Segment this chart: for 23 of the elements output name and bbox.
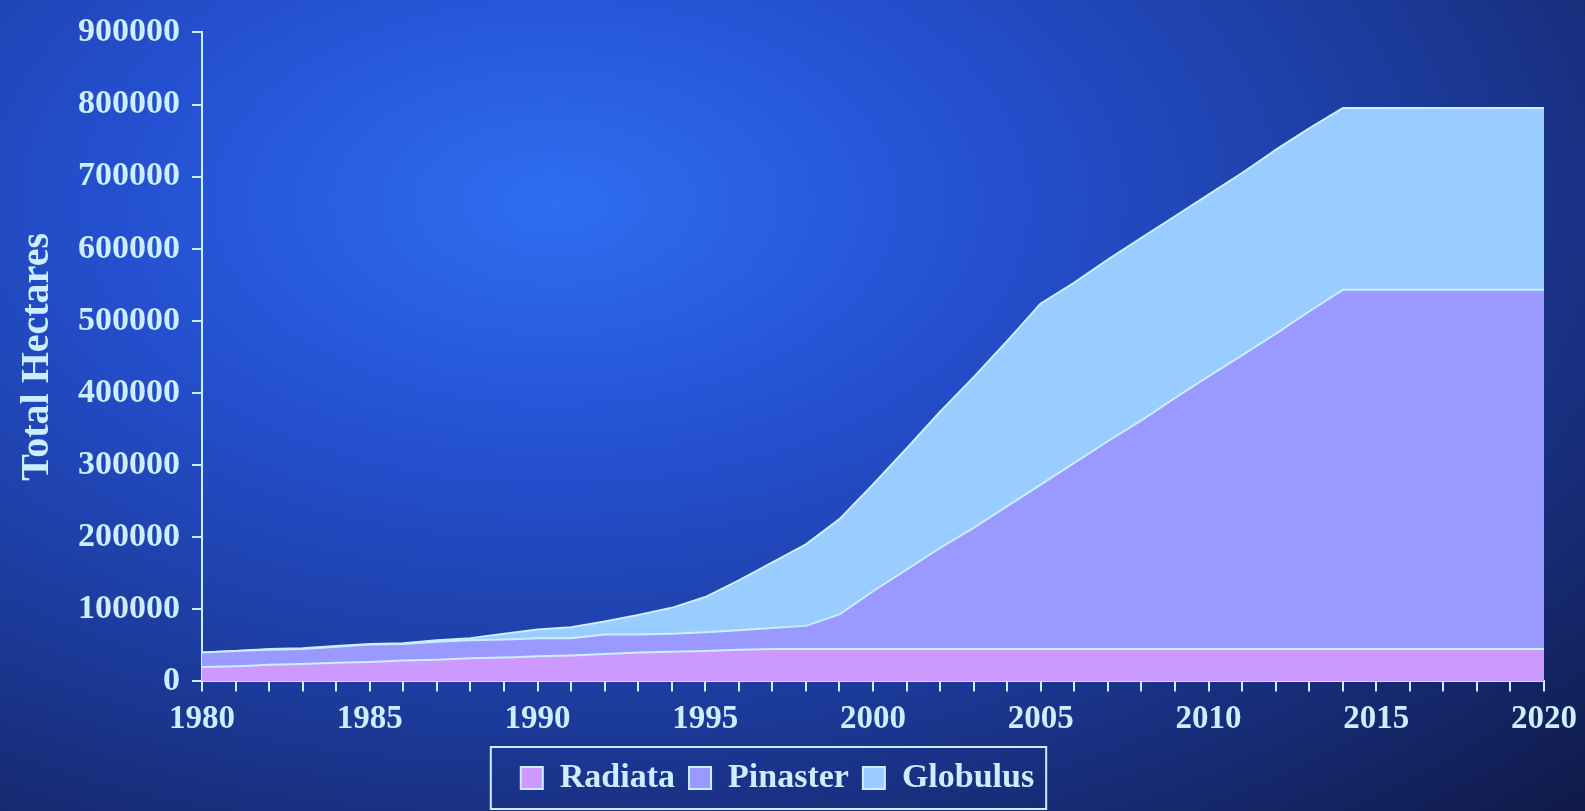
y-tick-label: 600000 <box>78 227 180 265</box>
legend-label: Radiata <box>559 756 676 794</box>
x-tick-label: 1990 <box>504 698 571 735</box>
y-tick-label: 0 <box>163 660 180 698</box>
x-tick-label: 2010 <box>1175 698 1242 735</box>
legend-label: Pinaster <box>728 756 849 794</box>
x-tick-label: 1980 <box>169 698 235 735</box>
y-tick-label: 200000 <box>78 515 180 553</box>
legend-label: Globulus <box>901 756 1035 794</box>
x-tick-label: 2000 <box>840 698 906 735</box>
x-tick-label: 2020 <box>1511 698 1577 735</box>
x-tick-label: 1995 <box>672 698 739 735</box>
y-tick-label: 800000 <box>78 83 180 121</box>
y-tick-label: 400000 <box>78 371 180 409</box>
x-tick-label: 1985 <box>336 698 403 735</box>
y-tick-label: 900000 <box>78 11 180 49</box>
y-tick-label: 500000 <box>78 299 180 337</box>
y-tick-label: 100000 <box>78 588 180 626</box>
y-axis-title: Total Hectares <box>12 233 58 481</box>
x-tick-label: 2005 <box>1007 698 1074 735</box>
y-tick-label: 700000 <box>78 155 180 193</box>
x-tick-label: 2015 <box>1343 698 1410 735</box>
y-tick-label: 300000 <box>78 443 180 481</box>
